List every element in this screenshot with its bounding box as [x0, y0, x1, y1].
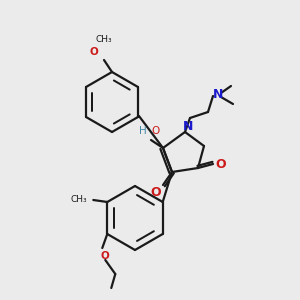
Text: O: O: [90, 47, 98, 57]
Text: H: H: [139, 126, 147, 136]
Text: CH₃: CH₃: [96, 35, 112, 44]
Text: CH₃: CH₃: [71, 196, 88, 205]
Text: O: O: [151, 126, 159, 136]
Text: O: O: [101, 251, 110, 261]
Text: N: N: [213, 88, 223, 100]
Text: O: O: [216, 158, 226, 170]
Text: N: N: [183, 121, 193, 134]
Text: O: O: [151, 187, 161, 200]
